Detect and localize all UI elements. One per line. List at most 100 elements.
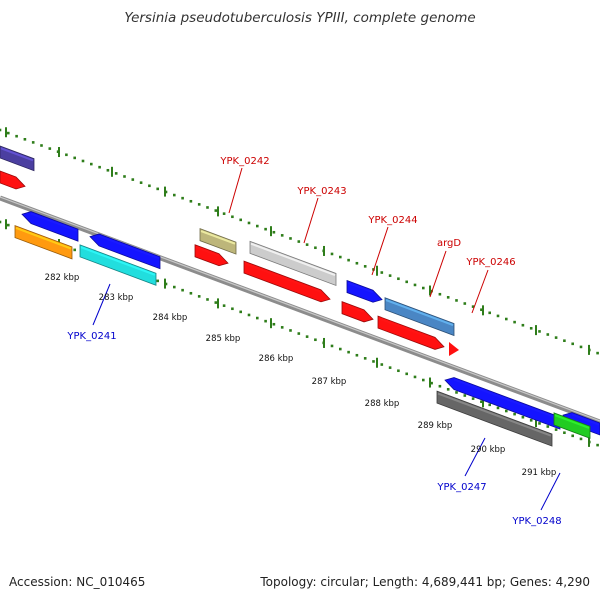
gene-highlight <box>342 303 365 313</box>
tick-dot <box>247 221 251 225</box>
tick-dot <box>397 277 400 281</box>
outer-tick-ring <box>0 127 599 355</box>
tick-dot <box>256 316 259 320</box>
tick-dot <box>131 178 135 181</box>
tick-dot <box>546 333 550 336</box>
genome-backbone <box>0 195 600 425</box>
tick-dot <box>355 353 359 357</box>
tick-dot <box>189 291 193 295</box>
tick-dot <box>280 326 284 329</box>
tick-dot <box>305 335 309 338</box>
gene-label: argD <box>437 238 461 249</box>
tick-dot <box>222 304 226 307</box>
tick-dot <box>264 227 267 231</box>
tick-dot <box>114 172 118 175</box>
tick-dot <box>397 369 400 373</box>
callout-line <box>92 283 111 326</box>
tick-dot <box>272 230 276 234</box>
tick-dot <box>579 437 583 441</box>
tick-label: 284 kbp <box>153 313 188 323</box>
tick-dot <box>297 240 301 243</box>
tick-dot <box>405 280 408 284</box>
tick-dot <box>363 265 367 268</box>
gene-highlight <box>453 378 560 420</box>
tick-dot <box>538 330 541 333</box>
tick-dot <box>148 184 151 188</box>
callout-line <box>471 269 489 314</box>
gene-red <box>194 244 229 267</box>
tick-dot <box>181 196 184 200</box>
tick-dot <box>339 255 342 259</box>
tick-dot <box>106 168 110 172</box>
tick-dot <box>422 286 425 290</box>
gene-olive <box>199 228 237 255</box>
tick-dot <box>305 243 309 246</box>
tick-dot <box>264 319 267 323</box>
tick-dot <box>173 285 176 289</box>
tick-dot <box>505 409 508 413</box>
tick-dot <box>280 234 284 237</box>
gene-marker <box>449 342 459 356</box>
backbone-highlight <box>0 196 600 422</box>
accession-label: Accession: NC_010465 <box>9 575 146 589</box>
tick-label: 289 kbp <box>418 421 453 431</box>
gene-highlight <box>0 147 34 162</box>
tick-dot <box>48 147 52 150</box>
tick-dot <box>139 181 143 184</box>
tick-dot <box>405 372 408 376</box>
tick-dot <box>496 314 500 318</box>
tick-label: 285 kbp <box>206 334 241 344</box>
gene-highlight <box>385 299 454 327</box>
tick-label: 291 kbp <box>522 468 557 478</box>
gene-red <box>341 301 374 323</box>
tick-dot <box>471 305 475 308</box>
gene-highlight <box>0 172 17 180</box>
gene-highlight <box>98 235 160 260</box>
gene-highlight <box>15 227 72 250</box>
tick-dot <box>330 252 334 256</box>
gene-body <box>89 233 161 270</box>
gene-highlight <box>250 242 336 277</box>
tick-dot <box>206 206 209 209</box>
tick-dot <box>15 134 18 138</box>
tick-dot <box>446 388 450 391</box>
tick-dot <box>380 363 384 366</box>
tick-dot <box>173 193 176 197</box>
tick-labels: 282 kbp 283 kbp 284 kbp 285 kbp 286 kbp 287 k… <box>45 273 557 478</box>
tick-dot <box>521 415 525 419</box>
tick-dot <box>372 360 375 363</box>
map-title: Yersinia pseudotuberculosis YPIII, compl… <box>124 10 476 26</box>
callout-line <box>303 197 319 244</box>
genome-summary: Topology: circular; Length: 4,689,441 bp… <box>260 575 590 589</box>
tick-label: 287 kbp <box>312 377 347 387</box>
tick-dot <box>197 203 201 206</box>
tick-dot <box>521 323 525 327</box>
gene-label: YPK_0241 <box>66 331 116 342</box>
gene-highlight <box>244 262 322 293</box>
tick-dot <box>239 218 242 222</box>
tick-dot <box>496 406 500 410</box>
tick-dot <box>388 366 392 369</box>
tick-dot <box>438 292 442 296</box>
tick-dot <box>73 248 76 252</box>
tick-dot <box>463 394 467 397</box>
gene-label: YPK_0242 <box>219 156 269 167</box>
tick-dot <box>488 311 491 315</box>
gene-blue <box>89 233 161 270</box>
gene-label: YPK_0247 <box>436 482 486 493</box>
tick-dot <box>505 317 508 321</box>
tick-label: 283 kbp <box>99 293 134 303</box>
gene-purple <box>0 145 35 172</box>
tick-dot <box>563 339 566 343</box>
callout-line <box>371 226 389 276</box>
backbone-line <box>0 195 600 425</box>
tick-dot <box>538 422 541 425</box>
gene-cyan <box>79 244 157 286</box>
tick-dot <box>239 310 242 314</box>
gene-highlight <box>80 246 156 276</box>
tick-dot <box>579 345 583 349</box>
gene-steel_blue <box>384 297 455 337</box>
gene-body <box>21 211 79 242</box>
gene-dark_gray <box>436 390 553 447</box>
